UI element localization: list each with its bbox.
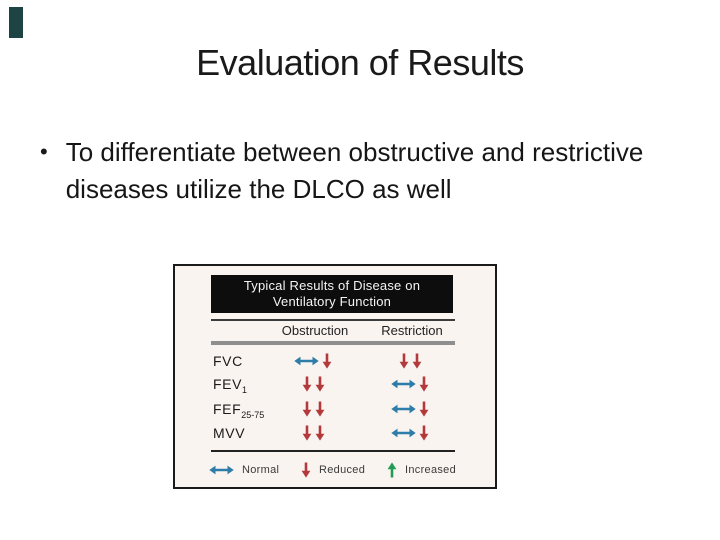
ventilatory-function-figure: Typical Results of Disease on Ventilator… (173, 264, 497, 489)
figure-legend: Normal Reduced Increased (175, 458, 499, 482)
obstruction-cell (273, 422, 353, 444)
normal-arrow-icon (391, 379, 416, 389)
normal-arrow-icon (391, 404, 416, 414)
obstruction-cell (273, 350, 353, 372)
slide-title: Evaluation of Results (196, 42, 524, 83)
normal-arrow-icon (294, 356, 319, 366)
reduced-arrow-icon (315, 425, 324, 441)
restriction-cell (370, 373, 450, 395)
bullet-item: • To differentiate between obstructive a… (40, 134, 680, 208)
legend-label: Increased (405, 464, 457, 476)
reduced-arrow-icon (301, 462, 311, 478)
reduced-arrow-icon (419, 376, 429, 392)
legend-item-normal: Normal (209, 458, 279, 482)
figure-title-line2: Ventilatory Function (272, 294, 392, 309)
row-label: MVV (213, 425, 246, 441)
reduced-arrow-icon (315, 401, 324, 417)
legend-item-increased: Increased (387, 458, 456, 482)
reduced-arrow-icon (302, 401, 311, 417)
normal-arrow-icon (209, 465, 234, 475)
restriction-cell (370, 422, 450, 444)
reduced-arrow-icon (302, 376, 311, 392)
normal-arrow-icon (391, 428, 416, 438)
bullet-text: To differentiate between obstructive and… (65, 137, 644, 204)
reduced-arrow-icon (399, 353, 408, 369)
column-header-obstruction: Obstruction (281, 323, 349, 338)
reduced-arrow-icon (315, 376, 324, 392)
column-header-restriction: Restriction (381, 323, 443, 338)
bullet-icon: • (40, 139, 48, 164)
reduced-arrow-icon (302, 425, 311, 441)
obstruction-cell (273, 373, 353, 395)
legend-item-reduced: Reduced (301, 458, 365, 482)
row-label: FEV1 (213, 376, 248, 395)
row-label: FVC (213, 353, 243, 369)
reduced-arrow-icon (322, 353, 332, 369)
figure-title-line1: Typical Results of Disease on (243, 278, 421, 293)
table-row-fvc: FVC (175, 350, 499, 372)
increased-arrow-icon (387, 462, 397, 478)
legend-label: Reduced (319, 464, 366, 476)
obstruction-cell (273, 398, 353, 420)
figure-title-bar: Typical Results of Disease on Ventilator… (211, 275, 453, 313)
header-bottom-rule (211, 341, 455, 345)
reduced-arrow-icon (419, 401, 429, 417)
row-label: FEF25-75 (213, 401, 265, 420)
reduced-arrow-icon (419, 425, 429, 441)
header-top-rule (211, 319, 455, 321)
restriction-cell (370, 350, 450, 372)
table-row-fev: FEV1 (175, 373, 499, 395)
reduced-arrow-icon (412, 353, 421, 369)
restriction-cell (370, 398, 450, 420)
corner-decoration (9, 7, 23, 38)
legend-top-rule (211, 450, 455, 452)
table-row-mvv: MVV (175, 422, 499, 444)
legend-label: Normal (242, 464, 280, 476)
table-row-fef: FEF25-75 (175, 398, 499, 420)
